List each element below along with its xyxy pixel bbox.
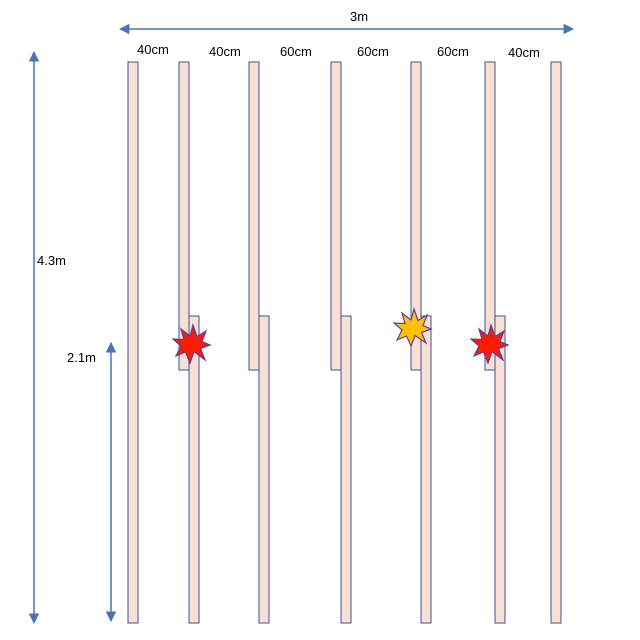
board-6-lower [494, 315, 506, 624]
board-4-upper [330, 61, 342, 371]
lower-height-label: 2.1m [67, 350, 96, 365]
board-2-upper [178, 61, 190, 371]
board-3-upper [248, 61, 260, 371]
spacing-label: 60cm [357, 44, 389, 59]
red-burst-icon [171, 322, 212, 365]
board-5-upper [410, 61, 422, 371]
board-4-lower [340, 315, 352, 624]
board-6-upper [484, 61, 496, 371]
spacing-label: 40cm [508, 45, 540, 60]
board-5-lower [420, 315, 432, 624]
height-label: 4.3m [37, 253, 66, 268]
spacing-label: 60cm [437, 44, 469, 59]
spacing-label: 60cm [280, 44, 312, 59]
board-2-lower [188, 315, 200, 624]
spacing-label: 40cm [137, 42, 169, 57]
board-1 [127, 61, 139, 624]
width-label: 3m [350, 9, 369, 24]
spacing-label: 40cm [209, 44, 241, 59]
red-burst-icon [469, 322, 510, 365]
board-3-lower [258, 315, 270, 624]
board-7 [550, 61, 562, 624]
yellow-burst-icon [392, 306, 433, 348]
